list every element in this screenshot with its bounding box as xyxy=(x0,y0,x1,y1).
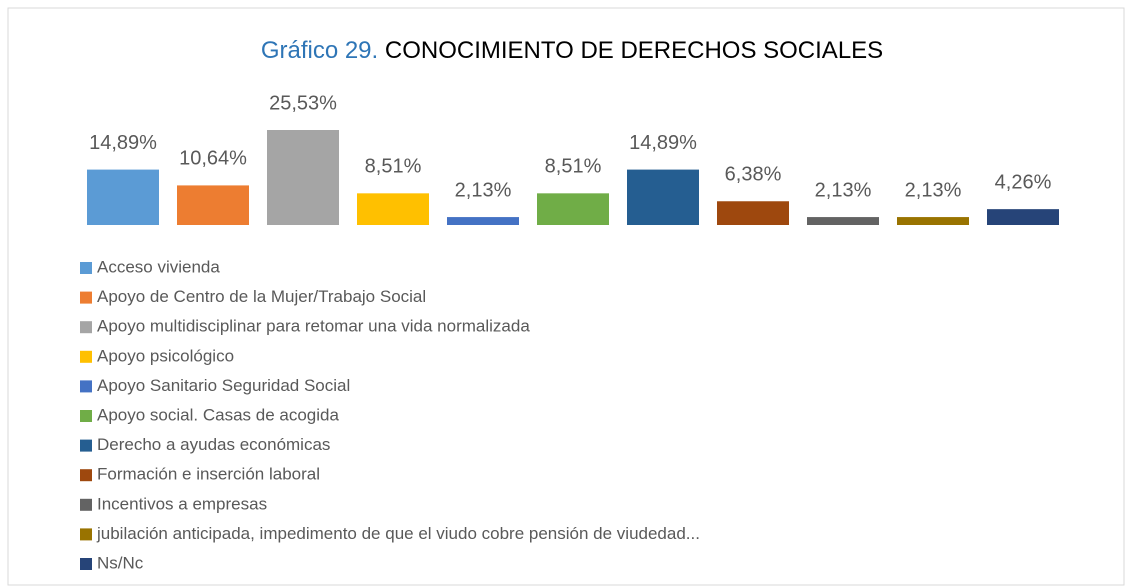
legend-label: Apoyo Sanitario Seguridad Social xyxy=(97,376,350,395)
legend-swatch xyxy=(80,498,92,511)
legend-swatch xyxy=(80,291,92,304)
data-label: 8,51% xyxy=(545,156,602,178)
legend-label: Acceso vivienda xyxy=(97,257,220,276)
legend-label: Apoyo social. Casas de acogida xyxy=(97,405,339,424)
bar xyxy=(267,130,339,225)
data-label: 2,13% xyxy=(815,179,872,201)
legend-swatch xyxy=(80,528,92,541)
bar xyxy=(627,169,699,225)
data-label: 6,38% xyxy=(725,164,782,186)
data-label: 25,53% xyxy=(269,92,337,114)
legend-swatch xyxy=(80,350,92,363)
data-label: 4,26% xyxy=(995,171,1052,193)
legend-swatch xyxy=(80,380,92,393)
legend-label: Apoyo multidisciplinar para retomar una … xyxy=(97,317,530,336)
bar xyxy=(447,217,519,225)
bar xyxy=(987,209,1059,225)
data-label: 14,89% xyxy=(629,132,697,154)
data-label: 14,89% xyxy=(89,132,157,154)
bar xyxy=(807,217,879,225)
bar xyxy=(357,193,429,225)
legend-swatch xyxy=(80,439,92,452)
legend-label: Ns/Nc xyxy=(97,553,144,572)
bar xyxy=(717,201,789,225)
legend-swatch xyxy=(80,262,92,274)
chart-frame xyxy=(7,7,1125,586)
legend-swatch xyxy=(80,558,92,570)
legend-label: jubilación anticipada, impedimento de qu… xyxy=(96,524,700,543)
bar xyxy=(177,185,249,225)
bar xyxy=(87,169,159,225)
data-label: 2,13% xyxy=(905,179,962,201)
title-number: Gráfico 29. xyxy=(261,37,378,64)
bar xyxy=(897,217,969,225)
bar xyxy=(537,193,609,225)
legend-swatch xyxy=(80,410,92,422)
data-label: 2,13% xyxy=(455,179,512,201)
legend-label: Derecho a ayudas económicas xyxy=(97,435,330,454)
legend-swatch xyxy=(80,321,92,334)
legend-swatch xyxy=(80,469,92,482)
legend-label: Incentivos a empresas xyxy=(97,494,267,513)
legend-label: Apoyo psicológico xyxy=(97,346,234,365)
data-label: 10,64% xyxy=(179,148,247,170)
legend-label: Apoyo de Centro de la Mujer/Trabajo Soci… xyxy=(97,287,426,306)
legend-label: Formación e inserción laboral xyxy=(97,465,320,484)
title-text: CONOCIMIENTO DE DERECHOS SOCIALES xyxy=(385,37,883,64)
data-label: 8,51% xyxy=(365,156,422,178)
chart-title: Gráfico 29. CONOCIMIENTO DE DERECHOS SOC… xyxy=(261,37,883,64)
